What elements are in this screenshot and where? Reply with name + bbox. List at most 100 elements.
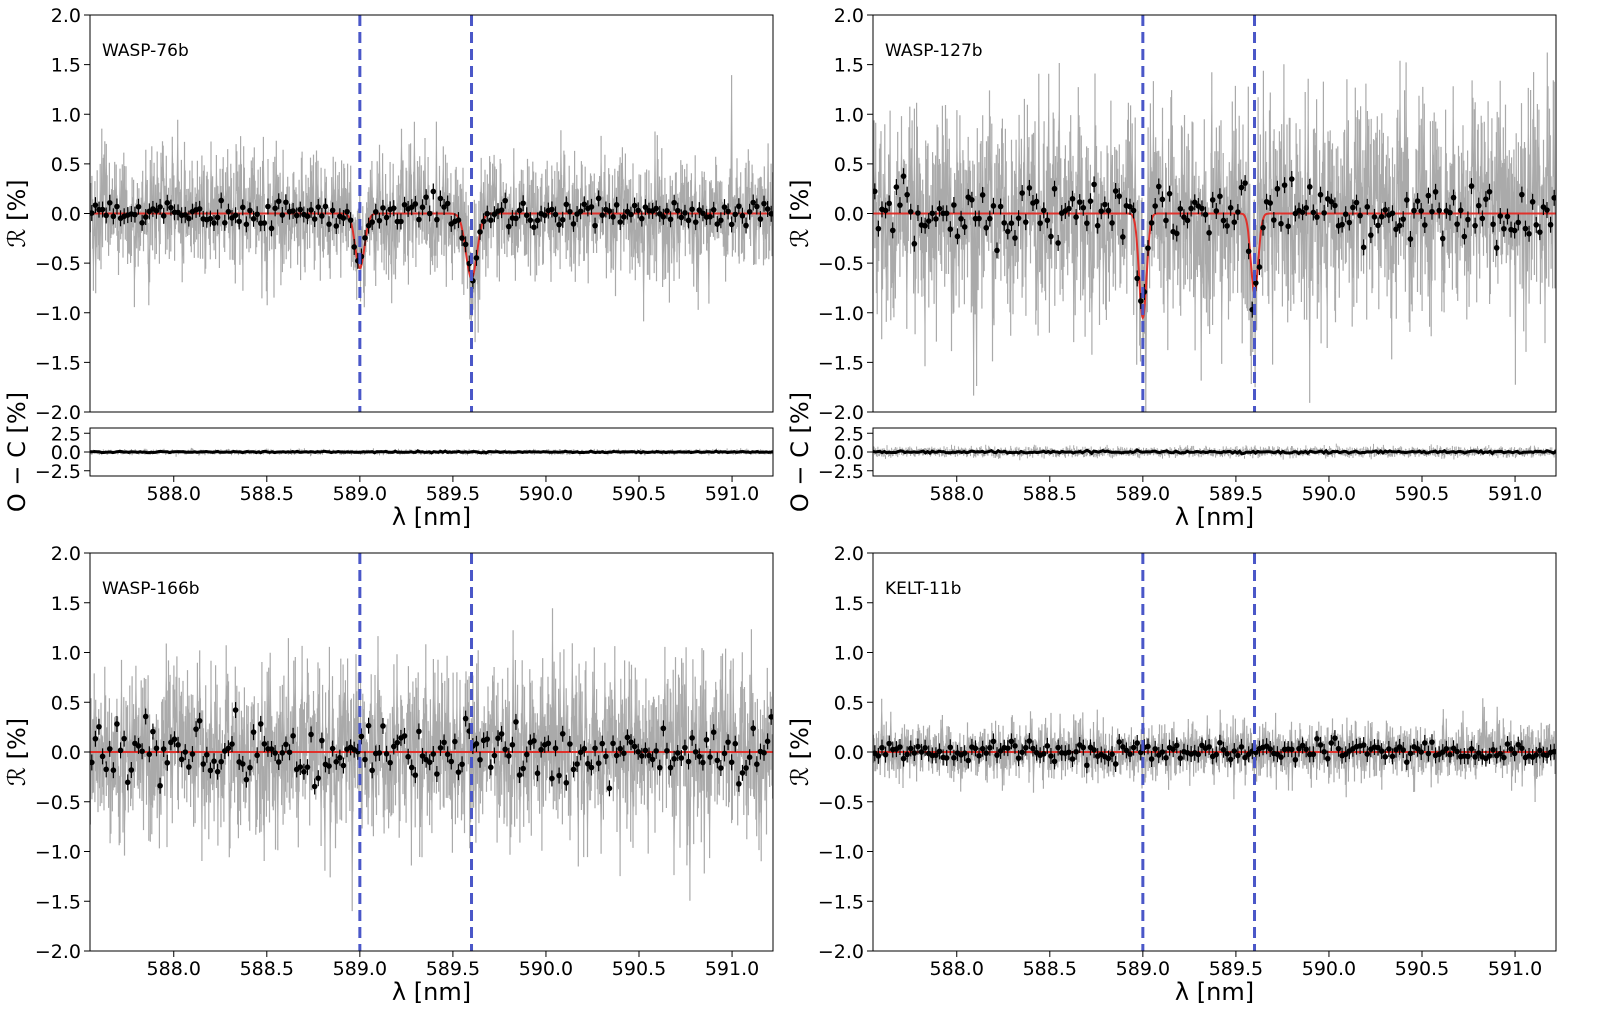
y-tick-label: 1.5 [51, 55, 81, 77]
binned-point [707, 213, 713, 220]
binned-point [150, 728, 156, 735]
binned-point [621, 214, 627, 220]
binned-point [92, 202, 99, 208]
binned-point [455, 769, 462, 775]
binned-point [631, 202, 638, 209]
binned-point [1450, 194, 1457, 201]
residual-y-tick-label: 2.5 [834, 423, 864, 445]
y-tick-label: −0.5 [35, 792, 81, 814]
planet-label: WASP-127b [885, 41, 983, 61]
binned-point [1130, 744, 1137, 751]
binned-point [412, 201, 419, 207]
binned-point [103, 766, 109, 773]
binned-point [1091, 747, 1097, 753]
y-tick-label: 1.0 [51, 643, 81, 665]
y-tick-label: −0.5 [818, 253, 864, 275]
binned-point [297, 206, 304, 213]
binned-point [689, 206, 695, 213]
y-tick-label: 0.0 [51, 742, 81, 764]
y-tick-label: 1.0 [51, 104, 81, 126]
residual-y-tick-label: −2.5 [35, 461, 81, 483]
binned-point [1472, 754, 1478, 760]
binned-point [660, 213, 667, 220]
binned-point [1328, 740, 1335, 746]
binned-point [290, 208, 296, 214]
binned-point [182, 212, 189, 218]
binned-point [275, 198, 282, 205]
binned-point [250, 216, 257, 222]
binned-point [1407, 750, 1414, 757]
binned-point [531, 224, 537, 231]
binned-point [498, 207, 505, 213]
binned-point [196, 717, 203, 724]
binned-point [671, 199, 677, 206]
binned-point [882, 751, 889, 758]
y-tick-label: 1.0 [834, 643, 864, 665]
binned-point [1486, 188, 1493, 195]
binned-point [1112, 761, 1119, 767]
binned-point [570, 221, 577, 227]
binned-point [1217, 739, 1223, 746]
binned-point [613, 202, 620, 208]
binned-point [1220, 746, 1227, 753]
binned-point [178, 756, 185, 763]
binned-point [182, 749, 189, 755]
binned-point [444, 751, 451, 758]
binned-point [1199, 205, 1205, 212]
binned-point [1339, 221, 1345, 228]
binned-point [667, 764, 674, 771]
binned-point [1105, 755, 1112, 762]
binned-point [1055, 744, 1061, 751]
binned-point [875, 753, 882, 759]
binned-point [1163, 217, 1169, 224]
panel-1: 2.0 1.5 1.0 0.5 0.0 −0.5 −1.0 −1.5 −2.0 ℛ [%] WASP… [786, 5, 1557, 531]
binned-point [362, 235, 368, 241]
binned-point [520, 765, 526, 772]
binned-point [958, 215, 964, 222]
binned-point [1155, 183, 1162, 190]
binned-point [229, 741, 235, 747]
binned-point [1195, 751, 1202, 758]
binned-point [1454, 748, 1460, 755]
binned-point [1342, 751, 1349, 758]
binned-point [502, 197, 508, 204]
binned-point [936, 748, 943, 755]
binned-point [139, 748, 145, 755]
binned-point [678, 214, 685, 221]
binned-point [434, 771, 440, 777]
binned-point [610, 740, 616, 747]
binned-point [664, 208, 670, 214]
binned-point [1519, 745, 1525, 752]
y-tick-label: 2.0 [51, 543, 81, 565]
binned-point [904, 751, 910, 758]
binned-point [1299, 209, 1306, 216]
binned-point [567, 741, 573, 747]
binned-point [954, 233, 961, 240]
binned-point [682, 210, 688, 216]
binned-point [743, 222, 749, 229]
binned-point [595, 760, 602, 767]
binned-point [556, 772, 562, 779]
y-tick-label: −1.0 [35, 303, 81, 325]
binned-point [408, 204, 415, 210]
binned-point [225, 745, 232, 752]
binned-point [488, 764, 494, 771]
residual-y-tick-label: 0.0 [834, 442, 864, 464]
binned-point [628, 211, 634, 218]
binned-point [1371, 214, 1378, 220]
binned-point [925, 218, 932, 224]
binned-point [1486, 753, 1493, 759]
binned-point [1511, 227, 1518, 234]
binned-point [1206, 230, 1212, 236]
binned-point [549, 206, 555, 213]
x-tick-label: 590.0 [519, 483, 573, 505]
binned-point [595, 195, 602, 202]
binned-point [1522, 225, 1529, 232]
binned-point [1148, 756, 1155, 762]
binned-point [1378, 213, 1385, 220]
binned-point [1404, 759, 1410, 765]
x-tick-label: 591.0 [705, 958, 759, 980]
binned-point [153, 207, 160, 214]
binned-point [146, 751, 153, 758]
binned-point [376, 217, 383, 224]
